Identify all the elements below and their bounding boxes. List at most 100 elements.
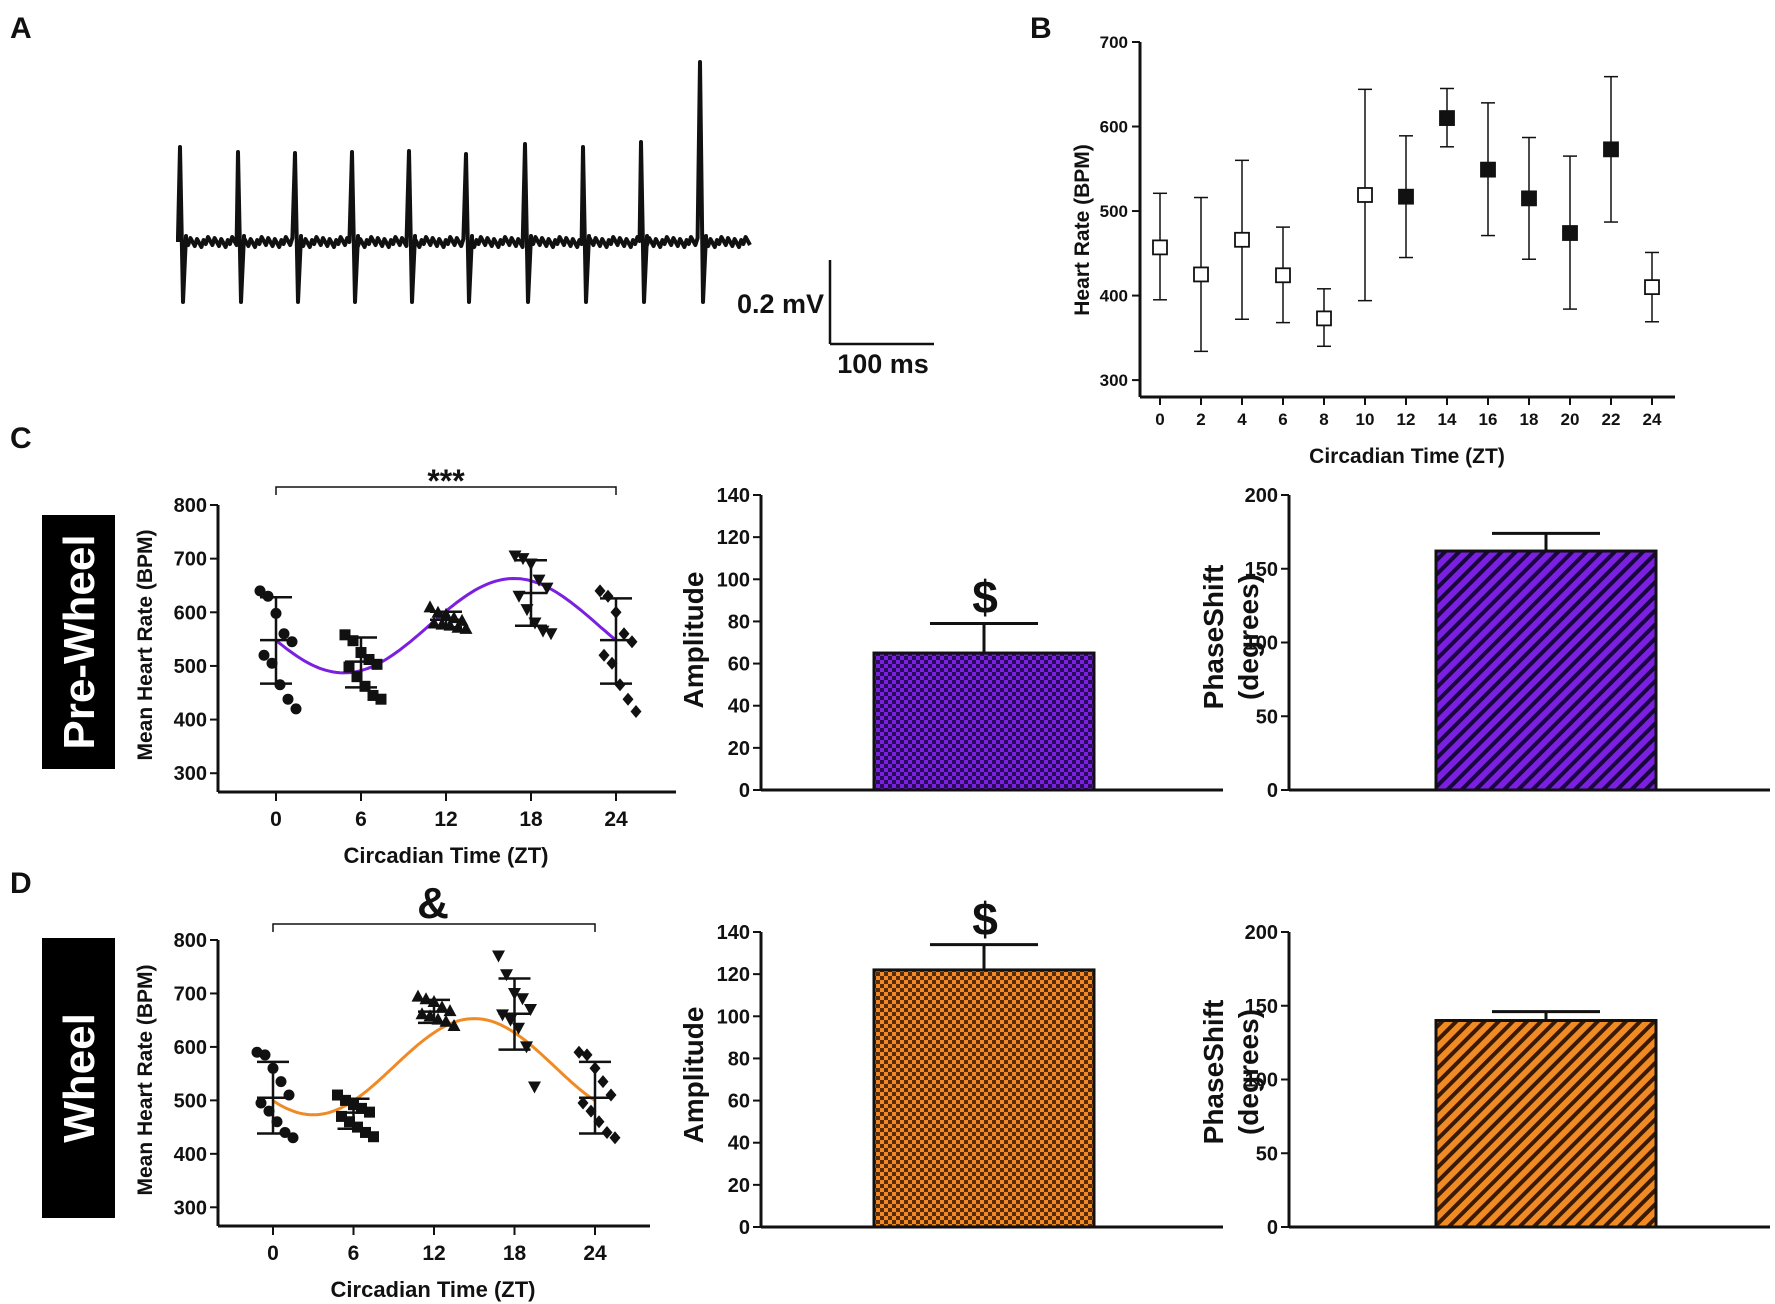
panel-c-phase-y-tick-label: 150 — [1245, 559, 1278, 581]
data-point — [630, 705, 642, 719]
data-point — [532, 574, 546, 587]
data-point — [540, 582, 554, 595]
panel-b-x-tick-label: 22 — [1602, 410, 1621, 429]
panel-d-phase-y-tick-label: 50 — [1256, 1143, 1278, 1165]
panel-c-x-tick-label: 0 — [270, 808, 282, 831]
panel-c-amplitude-y-tick-label: 140 — [717, 485, 750, 507]
panel-b-x-tick-label: 20 — [1561, 410, 1580, 429]
panel-c-phase-y-tick-label: 100 — [1245, 633, 1278, 655]
data-point — [360, 1126, 371, 1138]
panel-c-amplitude-y-tick-label: 60 — [728, 654, 750, 676]
panel-b-x-tick-label: 12 — [1397, 410, 1416, 429]
data-point — [258, 649, 270, 661]
data-point — [597, 1075, 609, 1089]
panel-b-point — [1316, 310, 1332, 327]
data-point — [423, 600, 437, 613]
heart-rate-by-zt-chart: Heart Rate (BPM) Circadian Time (ZT) 300… — [1071, 33, 1675, 468]
panel-d-amplitude-y-tick-label: 140 — [717, 922, 750, 944]
panel-d-significance-bracket — [272, 923, 596, 932]
data-point — [609, 1131, 621, 1145]
data-point — [577, 1096, 589, 1110]
panel-d-phase-y-tick-label: 100 — [1245, 1070, 1278, 1092]
data-point — [278, 628, 290, 640]
panel-d-cosinor-fit — [272, 1017, 596, 1117]
panel-c-amplitude-y-tick-label: 100 — [717, 569, 750, 591]
panel-label-c: C — [10, 422, 32, 455]
panel-c-y-tick-label: 400 — [174, 710, 207, 732]
panel-c-x-tick-label: 24 — [604, 808, 628, 831]
panel-d-amplitude-bar — [872, 968, 1096, 1229]
panel-d-phase-y-tick-label: 0 — [1267, 1217, 1278, 1239]
ecg-trace — [176, 60, 752, 304]
panel-c-phase-y-tick-label: 200 — [1245, 485, 1278, 507]
panel-c-y-tick-label: 600 — [174, 602, 207, 624]
panel-b-point — [1480, 161, 1496, 178]
data-point — [287, 1132, 299, 1144]
panel-b-point — [1521, 190, 1537, 207]
panel-b-point — [1193, 266, 1209, 283]
panel-d-significance: & — [417, 879, 449, 928]
panel-b-point — [1152, 239, 1168, 256]
panel-c-phase-ylabel-2: (degrees) — [1233, 574, 1264, 700]
data-point — [415, 1007, 429, 1020]
panel-b-y-tick-label: 300 — [1100, 371, 1128, 390]
panel-c-phase-bar — [1434, 549, 1658, 792]
data-point — [255, 1097, 267, 1109]
panel-b-point — [1644, 279, 1660, 296]
data-point — [340, 1094, 351, 1106]
data-point — [622, 692, 634, 706]
panel-b-x-tick-label: 8 — [1319, 410, 1328, 429]
panel-d-amplitude-ylabel: Amplitude — [678, 1007, 709, 1144]
data-point — [496, 1009, 509, 1022]
panel-c-xlabel: Circadian Time (ZT) — [344, 843, 549, 868]
panel-b-point — [1234, 231, 1250, 248]
data-point — [516, 993, 529, 1006]
data-point — [618, 627, 630, 641]
data-point — [500, 969, 513, 982]
panel-b-x-tick-label: 14 — [1438, 410, 1457, 429]
panel-c-significance-bracket — [275, 486, 617, 495]
panel-d-amplitude-y-tick-label: 40 — [728, 1133, 750, 1155]
data-point — [282, 693, 294, 705]
data-point — [524, 1003, 537, 1016]
panel-b-ylabel: Heart Rate (BPM) — [1071, 144, 1094, 316]
panel-b-point — [1603, 141, 1619, 158]
panel-c-amplitude-bar — [872, 651, 1096, 792]
data-point — [459, 621, 473, 634]
data-point — [290, 703, 302, 715]
data-point — [332, 1089, 343, 1101]
data-point — [339, 629, 351, 641]
panel-d-amplitude-y-tick-label: 80 — [728, 1048, 750, 1070]
panel-b-point — [1398, 188, 1414, 205]
pre-wheel-row: Pre-Wheel Mean Heart Rate (BPM) Circadia… — [42, 463, 1770, 868]
panel-b-x-tick-label: 10 — [1356, 410, 1375, 429]
data-point — [443, 1004, 457, 1017]
data-point — [363, 653, 375, 665]
data-point — [336, 1110, 347, 1122]
panel-d-xlabel: Circadian Time (ZT) — [331, 1277, 536, 1302]
data-point — [520, 1041, 533, 1054]
panel-b-xlabel: Circadian Time (ZT) — [1309, 445, 1505, 468]
data-point — [447, 1019, 461, 1032]
data-point — [286, 636, 298, 648]
panel-c-x-tick-label: 18 — [519, 808, 543, 831]
panel-c-y-tick-label: 300 — [174, 763, 207, 785]
panel-b-x-tick-label: 4 — [1237, 410, 1247, 429]
panel-b-x-tick-label: 0 — [1155, 410, 1164, 429]
scale-bar-time-label: 100 ms — [837, 349, 929, 379]
panel-c-y-tick-label: 700 — [174, 549, 207, 571]
panel-d-amplitude-y-tick-label: 60 — [728, 1091, 750, 1113]
data-point — [275, 1076, 287, 1088]
pre-wheel-label-box — [42, 515, 115, 769]
panel-d-y-tick-label: 400 — [174, 1144, 207, 1166]
panel-d-phase-y-tick-label: 200 — [1245, 922, 1278, 944]
panel-d-ylabel: Mean Heart Rate (BPM) — [134, 964, 157, 1195]
data-point — [544, 628, 558, 641]
data-point — [343, 661, 355, 673]
scale-bar-voltage-label: 0.2 mV — [737, 289, 824, 319]
panel-b-y-tick-label: 500 — [1100, 202, 1128, 221]
panel-b-x-tick-label: 2 — [1196, 410, 1205, 429]
data-point — [626, 635, 638, 649]
panel-b-point — [1562, 225, 1578, 241]
wheel-row: Wheel Mean Heart Rate (BPM) Circadian Ti… — [42, 879, 1770, 1302]
